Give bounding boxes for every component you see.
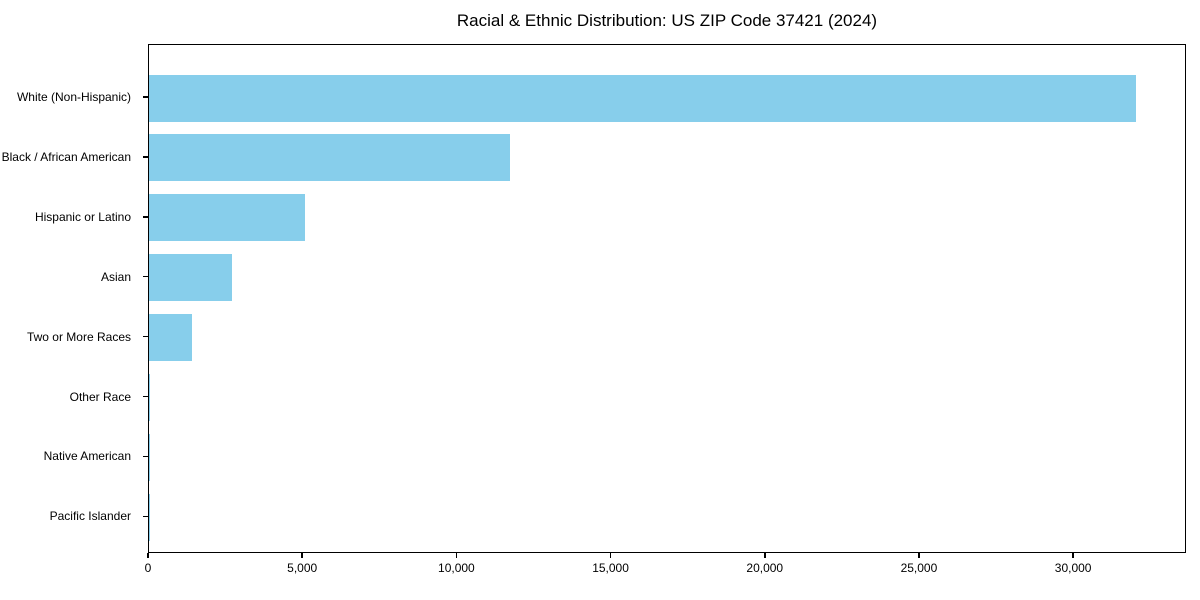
bar-black-african-american [149,134,510,182]
y-axis-tick [143,455,148,458]
x-axis-tick-label: 20,000 [746,561,784,575]
x-axis-tick [918,553,920,558]
x-axis-tick-label: 5,000 [287,561,318,575]
y-axis-label: Asian [100,269,131,284]
x-axis-tick-label: 15,000 [592,561,629,575]
x-axis-tick-label: 0 [144,561,152,575]
y-axis-tick [143,515,148,518]
x-axis-tick [1072,553,1074,558]
bar-white-non-hispanic [149,74,1136,122]
y-axis-label: White (Non-Hispanic) [16,90,131,104]
x-axis-tick [609,553,612,558]
y-axis-tick [143,395,148,398]
bar-asian [149,254,233,302]
y-axis-label: Black / African American [1,149,131,164]
x-axis-tick-label: 30,000 [1054,561,1092,575]
y-axis-label: Native American [43,449,131,464]
bar-other-race [149,374,151,421]
x-axis-tick [147,553,149,558]
y-axis-tick [143,335,148,338]
x-axis-tick-label: 10,000 [438,561,475,575]
x-axis-tick [455,553,458,558]
y-axis-label: Hispanic or Latino [34,209,131,224]
x-axis-tick [764,553,766,558]
chart-title: Racial & Ethnic Distribution: US ZIP Cod… [456,11,878,30]
plot-area [148,44,1186,553]
y-axis-label: Other Race [69,389,131,404]
y-axis-tick [143,156,148,158]
y-axis-tick [143,275,148,278]
y-axis-label: Two or More Races [26,329,131,344]
x-axis-tick [301,553,303,558]
y-axis-tick [143,216,148,218]
bar-two-or-more-races [149,314,193,362]
y-axis-label: Pacific Islander [49,509,131,524]
x-axis-tick-label: 25,000 [900,561,938,575]
bar-hispanic-or-latino [149,194,305,242]
y-axis-tick [143,96,148,98]
